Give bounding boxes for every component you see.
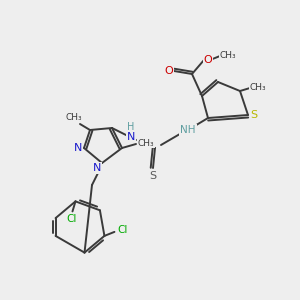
Text: Cl: Cl	[66, 214, 77, 224]
Text: S: S	[149, 171, 157, 181]
Text: NH: NH	[180, 125, 196, 135]
Text: Cl: Cl	[117, 225, 128, 235]
Text: S: S	[250, 110, 258, 120]
Text: CH₃: CH₃	[138, 139, 154, 148]
Text: N: N	[74, 143, 82, 153]
Text: CH₃: CH₃	[220, 52, 236, 61]
Text: N: N	[93, 163, 101, 173]
Text: O: O	[165, 66, 173, 76]
Text: CH₃: CH₃	[250, 82, 266, 91]
Text: CH₃: CH₃	[66, 113, 82, 122]
Text: O: O	[204, 55, 212, 65]
Text: N: N	[127, 132, 135, 142]
Text: H: H	[127, 122, 135, 132]
